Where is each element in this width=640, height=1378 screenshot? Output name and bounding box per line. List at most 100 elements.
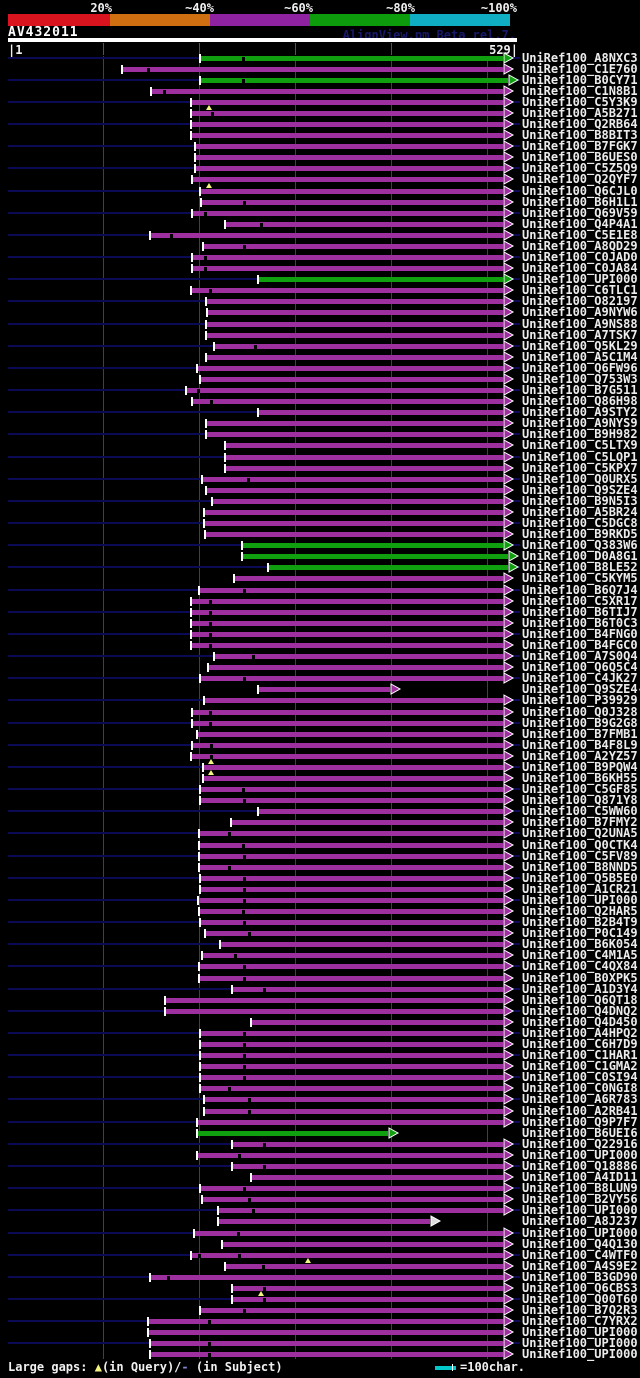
alignment-bar[interactable] bbox=[150, 1352, 503, 1357]
subject-label[interactable]: UniRef100_A2RB41 bbox=[522, 1104, 638, 1118]
alignment-bar[interactable] bbox=[204, 510, 503, 515]
subject-label[interactable]: UniRef100_A5BR24 bbox=[522, 505, 638, 519]
alignment-bar[interactable] bbox=[122, 67, 503, 72]
subject-label[interactable]: UniRef100_C4WTF0 bbox=[522, 1248, 638, 1262]
alignment-bar[interactable] bbox=[191, 632, 503, 637]
alignment-bar[interactable] bbox=[258, 687, 390, 692]
alignment-bar[interactable] bbox=[202, 477, 503, 482]
alignment-bar[interactable] bbox=[206, 355, 503, 360]
alignment-bar[interactable] bbox=[205, 931, 503, 936]
subject-label[interactable]: UniRef100_C6H7D9 bbox=[522, 1037, 638, 1051]
alignment-bar[interactable] bbox=[200, 1053, 503, 1058]
subject-label[interactable]: UniRef100_C5Z5Q9 bbox=[522, 161, 638, 175]
alignment-bar[interactable] bbox=[191, 133, 503, 138]
subject-label[interactable]: UniRef100_C1N8B1 bbox=[522, 84, 638, 98]
alignment-bar[interactable] bbox=[165, 1009, 503, 1014]
alignment-bar[interactable] bbox=[212, 499, 503, 504]
alignment-bar[interactable] bbox=[200, 1075, 503, 1080]
subject-label[interactable]: UniRef100_B8LUN9 bbox=[522, 1181, 638, 1195]
alignment-bar[interactable] bbox=[191, 643, 503, 648]
subject-label[interactable]: UniRef100_C5KPX7 bbox=[522, 461, 638, 475]
subject-label[interactable]: UniRef100_Q4Q130 bbox=[522, 1237, 638, 1251]
alignment-bar[interactable] bbox=[202, 953, 503, 958]
subject-label[interactable]: UniRef100_UPI000.. bbox=[522, 893, 640, 907]
alignment-bar[interactable] bbox=[150, 1341, 503, 1346]
subject-label[interactable]: UniRef100_P39929 bbox=[522, 693, 638, 707]
alignment-bar[interactable] bbox=[199, 588, 503, 593]
subject-label[interactable]: UniRef100_B4FGC0 bbox=[522, 638, 638, 652]
subject-label[interactable]: UniRef100_UPI000.. bbox=[522, 1148, 640, 1162]
subject-label[interactable]: UniRef100_B6T0C3 bbox=[522, 616, 638, 630]
alignment-bar[interactable] bbox=[194, 1231, 503, 1236]
subject-label[interactable]: UniRef100_Q2HAR5 bbox=[522, 904, 638, 918]
subject-label[interactable]: UniRef100_Q6Q5C4 bbox=[522, 660, 638, 674]
alignment-bar[interactable] bbox=[197, 1153, 503, 1158]
alignment-bar[interactable] bbox=[200, 1031, 503, 1036]
subject-label[interactable]: UniRef100_UPI000.. bbox=[522, 272, 640, 286]
alignment-bar[interactable] bbox=[192, 266, 503, 271]
alignment-bar[interactable] bbox=[204, 521, 503, 526]
alignment-bar[interactable] bbox=[206, 333, 503, 338]
subject-label[interactable]: UniRef100_Q4D450 bbox=[522, 1015, 638, 1029]
alignment-bar[interactable] bbox=[203, 244, 503, 249]
subject-label[interactable]: UniRef100_C0NGI8 bbox=[522, 1081, 638, 1095]
subject-label[interactable]: UniRef100_Q69V59 bbox=[522, 206, 638, 220]
alignment-bar[interactable] bbox=[258, 410, 503, 415]
alignment-bar[interactable] bbox=[214, 344, 503, 349]
subject-label[interactable]: UniRef100_B7FMY2 bbox=[522, 815, 638, 829]
alignment-bar[interactable] bbox=[206, 299, 503, 304]
subject-label[interactable]: UniRef100_C5FV89 bbox=[522, 849, 638, 863]
subject-label[interactable]: UniRef100_A5B271 bbox=[522, 106, 638, 120]
alignment-bar[interactable] bbox=[191, 100, 503, 105]
alignment-bar[interactable] bbox=[192, 399, 503, 404]
subject-label[interactable]: UniRef100_C6TLC1 bbox=[522, 283, 638, 297]
alignment-bar[interactable] bbox=[200, 1042, 503, 1047]
alignment-bar[interactable] bbox=[191, 621, 503, 626]
subject-label[interactable]: UniRef100_B8BIT3 bbox=[522, 128, 638, 142]
subject-label[interactable]: UniRef100_C4QX84 bbox=[522, 959, 638, 973]
alignment-bar[interactable] bbox=[251, 1020, 503, 1025]
subject-label[interactable]: UniRef100_A1D3Y4 bbox=[522, 982, 638, 996]
alignment-bar[interactable] bbox=[251, 1175, 503, 1180]
subject-label[interactable]: UniRef100_A1CR21 bbox=[522, 882, 638, 896]
subject-label[interactable]: UniRef100_B8NND5 bbox=[522, 860, 638, 874]
subject-label[interactable]: UniRef100_B7FGK7 bbox=[522, 139, 638, 153]
subject-label[interactable]: UniRef100_C0SI94 bbox=[522, 1070, 638, 1084]
subject-label[interactable]: UniRef100_Q00T60 bbox=[522, 1292, 638, 1306]
subject-label[interactable]: UniRef100_Q2UNA5 bbox=[522, 826, 638, 840]
subject-label[interactable]: UniRef100_Q0CTK4 bbox=[522, 838, 638, 852]
subject-label[interactable]: UniRef100_A9NS88 bbox=[522, 317, 638, 331]
subject-label[interactable]: UniRef100_A6R783 bbox=[522, 1092, 638, 1106]
subject-label[interactable]: UniRef100_A9STY2 bbox=[522, 405, 638, 419]
alignment-bar[interactable] bbox=[199, 964, 503, 969]
subject-label[interactable]: UniRef100_A4HPQ2 bbox=[522, 1026, 638, 1040]
subject-label[interactable]: UniRef100_B6UES0 bbox=[522, 150, 638, 164]
subject-label[interactable]: UniRef100_C7YRX2 bbox=[522, 1314, 638, 1328]
alignment-bar[interactable] bbox=[186, 388, 503, 393]
subject-label[interactable]: UniRef100_Q2RB64 bbox=[522, 117, 638, 131]
alignment-bar[interactable] bbox=[225, 1264, 503, 1269]
alignment-bar[interactable] bbox=[200, 1186, 503, 1191]
subject-label[interactable]: UniRef100_B0XPK5 bbox=[522, 971, 638, 985]
alignment-bar[interactable] bbox=[234, 576, 503, 581]
subject-label[interactable]: UniRef100_C4JK27 bbox=[522, 671, 638, 685]
subject-label[interactable]: UniRef100_B6Q7J4 bbox=[522, 583, 638, 597]
subject-label[interactable]: UniRef100_Q5B5E0 bbox=[522, 871, 638, 885]
alignment-bar[interactable] bbox=[203, 765, 503, 770]
alignment-bar[interactable] bbox=[206, 421, 503, 426]
subject-label[interactable]: UniRef100_C5DGC8 bbox=[522, 516, 638, 530]
subject-label[interactable]: UniRef100_C1HAR1 bbox=[522, 1048, 638, 1062]
subject-label[interactable]: UniRef100_B0CY71 bbox=[522, 73, 638, 87]
alignment-bar[interactable] bbox=[207, 310, 503, 315]
subject-label[interactable]: UniRef100_C5Y3K9 bbox=[522, 95, 638, 109]
alignment-bar[interactable] bbox=[150, 233, 503, 238]
alignment-bar[interactable] bbox=[206, 322, 503, 327]
subject-label[interactable]: UniRef100_B9N5I3 bbox=[522, 494, 638, 508]
subject-label[interactable]: UniRef100_UPI000.. bbox=[522, 1203, 640, 1217]
subject-label[interactable]: UniRef100_Q2QYF7 bbox=[522, 172, 638, 186]
alignment-bar[interactable] bbox=[191, 599, 503, 604]
subject-label[interactable]: UniRef100_B3GD90 bbox=[522, 1270, 638, 1284]
subject-label[interactable]: UniRef100_C0JAD0 bbox=[522, 250, 638, 264]
subject-label[interactable]: UniRef100_Q18886 bbox=[522, 1159, 638, 1173]
alignment-bar[interactable] bbox=[242, 554, 508, 559]
